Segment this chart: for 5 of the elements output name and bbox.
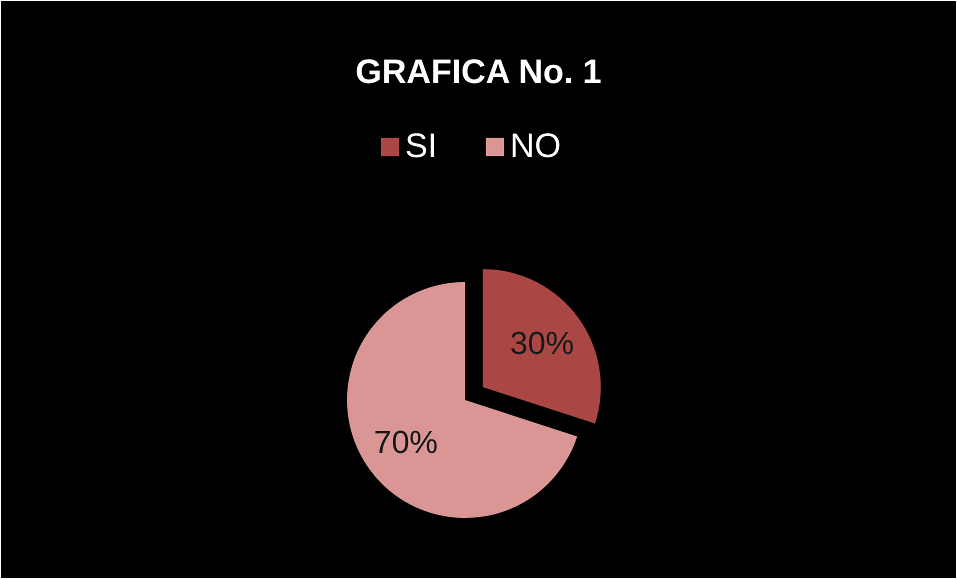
chart-title: GRAFICA No. 1 (355, 53, 602, 91)
legend-label: SI (405, 127, 438, 165)
legend-label: NO (510, 127, 561, 165)
data-label: 70% (374, 424, 438, 460)
data-label: 30% (510, 325, 574, 362)
